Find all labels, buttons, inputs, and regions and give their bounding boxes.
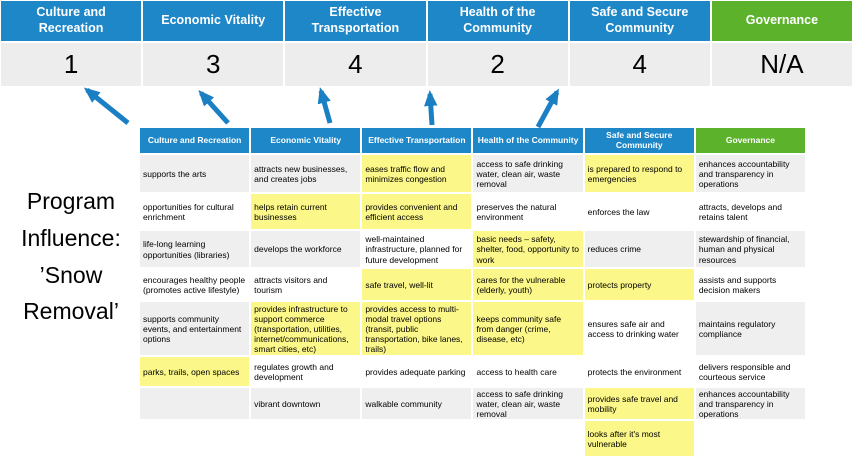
matrix-cell: develops the workforce (251, 231, 361, 267)
matrix-cell: provides access to multi-modal travel op… (362, 302, 472, 355)
matrix-cell: provides infrastructure to support comme… (251, 302, 361, 355)
matrix-cell: supports community events, and entertain… (140, 302, 250, 355)
page-title-line: Program (26, 188, 116, 214)
matrix-cell: provides safe travel and mobility (584, 388, 694, 419)
summary-header-safe: Safe and Secure Community (569, 1, 710, 41)
arrows-layer (83, 87, 560, 128)
matrix-cell: attracts visitors and tourism (251, 269, 361, 300)
matrix-cell: encourages healthy people (promotes acti… (140, 269, 250, 300)
matrix-cell: provides adequate parking (362, 357, 472, 386)
matrix-cell: provides convenient and efficient access (362, 194, 472, 229)
matrix-header-governance: Governance (695, 128, 805, 153)
matrix-header-health: Health of the Community (473, 128, 583, 153)
matrix-cell: parks, trails, open spaces (140, 357, 250, 386)
matrix-cell (251, 421, 361, 456)
matrix-cell: protects property (584, 269, 694, 300)
influence-arrow-1 (83, 87, 130, 125)
matrix-header-culture: Culture and Recreation (140, 128, 250, 153)
matrix-cell (140, 421, 250, 456)
matrix-cell: well-maintained infrastructure, planned … (362, 231, 472, 267)
page-title-line: Influence: (21, 224, 121, 251)
influence-arrow-2 (198, 90, 230, 125)
matrix-cell: access to safe drinking water, clean air… (473, 388, 583, 419)
matrix-cell: regulates growth and development (251, 357, 361, 386)
matrix-cell: access to safe drinking water, clean air… (473, 155, 583, 192)
page-title-line: Removal’ (23, 298, 119, 325)
matrix-cell (695, 421, 805, 456)
matrix-cell: ensures safe air and access to drinking … (584, 302, 694, 355)
matrix-cell: attracts new businesses, and creates job… (251, 155, 361, 192)
matrix-cell (140, 388, 250, 419)
matrix-cell: access to health care (473, 357, 583, 386)
matrix-cell: supports the arts (140, 155, 250, 192)
matrix-cell: reduces crime (584, 231, 694, 267)
influence-arrow-4 (424, 90, 438, 126)
matrix-cell: keeps community safe from danger (crime,… (473, 302, 583, 355)
matrix-cell: helps retain current businesses (251, 194, 361, 229)
score-culture: 1 (1, 43, 142, 86)
matrix-header-safe: Safe and Secure Community (584, 128, 694, 153)
matrix-cell: opportunities for cultural enrichment (140, 194, 250, 229)
matrix-header-transportation: Effective Transportation (362, 128, 472, 153)
matrix-header-economic: Economic Vitality (251, 128, 361, 153)
matrix-cell: cares for the vulnerable (elderly, youth… (473, 269, 583, 300)
matrix-cell: vibrant downtown (251, 388, 361, 419)
matrix-cell: enhances accountability and transparency… (695, 388, 805, 419)
summary-band: Culture and Recreation Economic Vitality… (1, 1, 852, 86)
summary-header-culture: Culture and Recreation (1, 1, 142, 41)
matrix-cell: assists and supports decision makers (695, 269, 805, 300)
matrix-cell: stewardship of financial, human and phys… (695, 231, 805, 267)
score-economic: 3 (143, 43, 284, 86)
matrix-cell: attracts, develops and retains talent (695, 194, 805, 229)
matrix-cell: enhances accountability and transparency… (695, 155, 805, 192)
matrix-cell: delivers responsible and courteous servi… (695, 357, 805, 386)
summary-header-economic: Economic Vitality (143, 1, 284, 41)
matrix-cell: basic needs – safety, shelter, food, opp… (473, 231, 583, 267)
matrix-cell: safe travel, well-lit (362, 269, 472, 300)
matrix-cell (473, 421, 583, 456)
score-transportation: 4 (285, 43, 426, 86)
matrix-cell (362, 421, 472, 456)
score-governance: N/A (711, 43, 852, 86)
influence-arrow-5 (535, 88, 560, 128)
values-matrix: Culture and Recreation supports the arts… (140, 128, 805, 456)
summary-header-transportation: Effective Transportation (285, 1, 426, 41)
matrix-cell: looks after it's most vulnerable (584, 421, 694, 456)
page-title-line: ’Snow (39, 261, 103, 288)
matrix-cell: protects the environment (584, 357, 694, 386)
score-health: 2 (427, 43, 568, 86)
matrix-cell: walkable community (362, 388, 472, 419)
matrix-cell: preserves the natural environment (473, 194, 583, 229)
matrix-cell: is prepared to respond to emergencies (584, 155, 694, 192)
influence-arrow-3 (317, 87, 333, 124)
matrix-cell: enforces the law (584, 194, 694, 229)
summary-header-governance: Governance (711, 1, 852, 41)
page-title: Program Influence: ’Snow Removal’ (0, 183, 142, 330)
summary-header-health: Health of the Community (427, 1, 568, 41)
matrix-cell: eases traffic flow and minimizes congest… (362, 155, 472, 192)
score-safe: 4 (569, 43, 710, 86)
matrix-cell: life-long learning opportunities (librar… (140, 231, 250, 267)
matrix-cell: maintains regulatory compliance (695, 302, 805, 355)
